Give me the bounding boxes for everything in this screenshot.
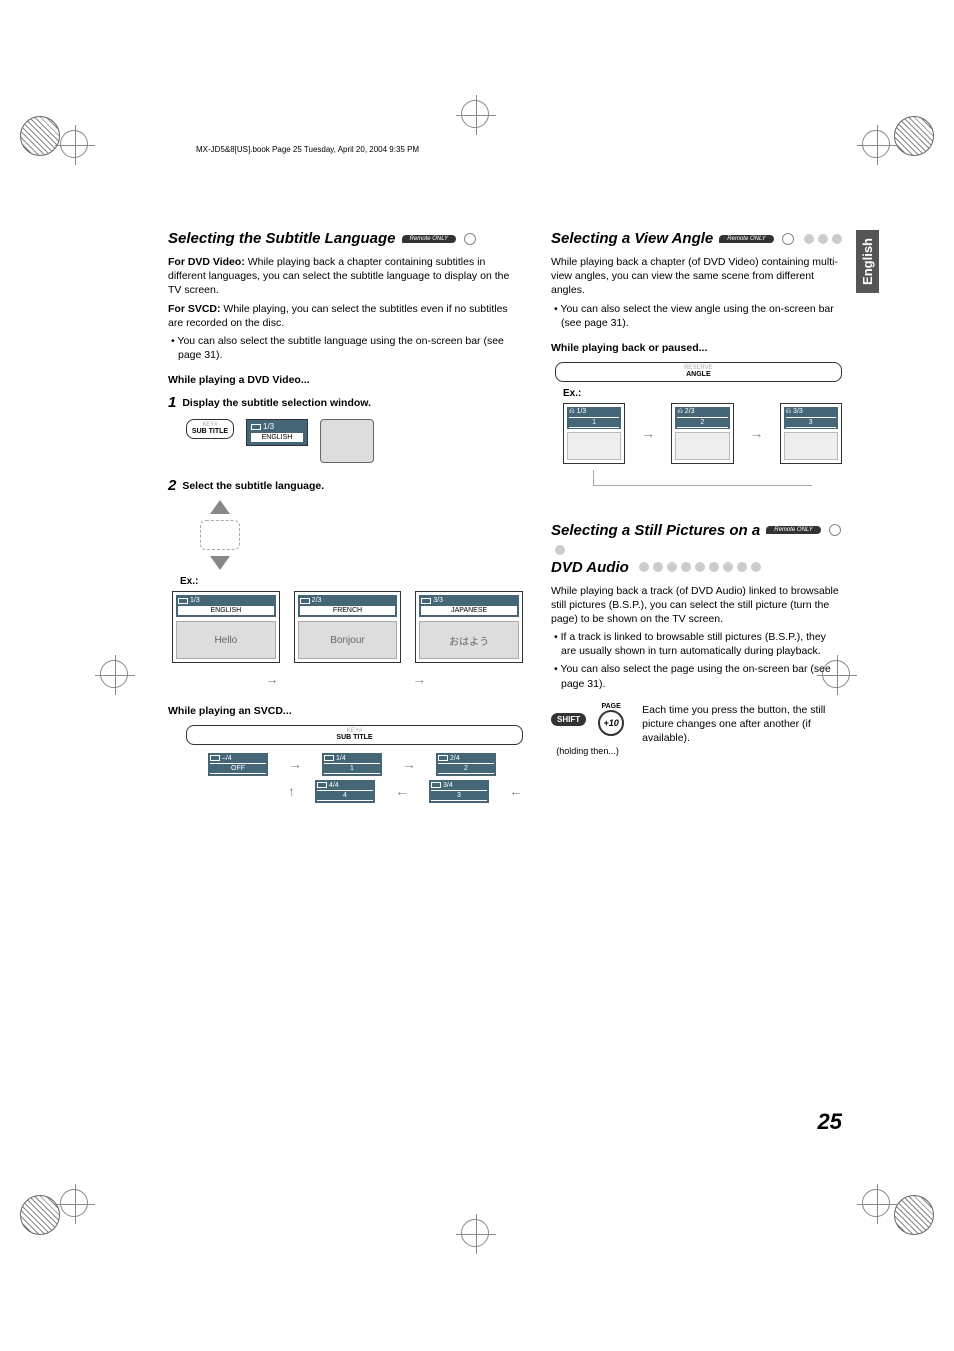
svcd-box-4: 4/4 4 [315, 780, 375, 803]
step-2: 2 Select the subtitle language. [168, 477, 523, 494]
step-text: Display the subtitle selection window. [182, 394, 371, 411]
angle-heading: Selecting a View Angle Remote ONLY [551, 230, 842, 247]
print-mark [20, 116, 60, 156]
print-mark [894, 1195, 934, 1235]
still-heading-line1: Selecting a Still Pictures on a [551, 522, 760, 539]
crop-mark [461, 100, 493, 132]
shift-button: SHIFT [551, 713, 586, 726]
svcd-box-3: 3/4 3 [429, 780, 489, 803]
print-mark [894, 116, 934, 156]
crop-mark [60, 1189, 92, 1221]
still-bullet-2: • You can also select the page using the… [551, 662, 842, 690]
right-column: Selecting a View Angle Remote ONLY While… [551, 230, 842, 807]
dvd-video-note: For DVD Video: While playing back a chap… [168, 255, 523, 298]
language-example-grid: 1/3 ENGLISH Hello 2/3 FRENCH Bonjour 3/3 [172, 591, 523, 663]
step-1: 1 Display the subtitle selection window. [168, 394, 523, 411]
crop-mark [60, 130, 92, 162]
holding-then-label: (holding then...) [556, 746, 619, 756]
angle-sub-heading: While playing back or paused... [551, 342, 842, 354]
remote-only-badge: Remote ONLY [402, 235, 456, 243]
subtitle-remote-button: KEY# SUB TITLE [186, 419, 234, 439]
plus10-button: +10 [598, 710, 624, 736]
step-number: 2 [168, 477, 176, 494]
angle-cell-2: ⎌ 2/32 [671, 403, 733, 464]
svcd-box-1: 1/4 1 [322, 753, 382, 776]
crop-mark [862, 130, 894, 162]
angle-onscreen-note: • You can also select the view angle usi… [551, 302, 842, 330]
page-number: 25 [818, 1109, 842, 1135]
svcd-note: For SVCD: While playing, you can select … [168, 302, 523, 330]
still-heading-line2: DVD Audio [551, 559, 629, 576]
print-mark [20, 1195, 60, 1235]
page-header: MX-JD5&8[US].book Page 25 Tuesday, April… [196, 145, 419, 154]
left-column: Selecting the Subtitle Language Remote O… [168, 230, 523, 807]
flow-arrows: →→ [198, 671, 493, 687]
angle-description: While playing back a chapter (of DVD Vid… [551, 255, 842, 298]
step-number: 1 [168, 394, 176, 411]
remote-only-badge: Remote ONLY [719, 235, 773, 243]
crop-mark [100, 660, 132, 692]
crop-mark [461, 1219, 493, 1251]
still-pictures-heading-line2: DVD Audio [551, 559, 842, 576]
page-shift-diagram: SHIFT PAGE +10 (holding then...) Each ti… [551, 703, 842, 756]
lang-cell-french: 2/3 FRENCH Bonjour [294, 591, 402, 663]
still-bullet-1: • If a track is linked to browsable stil… [551, 630, 842, 658]
subtitle-button-diagram: KEY# SUB TITLE 1/3 ENGLISH [186, 419, 523, 463]
language-tab: English [856, 230, 879, 293]
svcd-box-2: 2/4 2 [436, 753, 496, 776]
remote-only-badge: Remote ONLY [766, 526, 820, 534]
lang-cell-japanese: 3/3 JAPANESE おはよう [415, 591, 523, 663]
disc-icon [464, 233, 476, 245]
osd-display: 1/3 ENGLISH [246, 419, 308, 446]
still-description: While playing back a track (of DVD Audio… [551, 584, 842, 627]
disc-icon [829, 524, 841, 536]
svcd-flow-diagram: –/4 OFF → 1/4 1 → 2/4 2 ↑ [208, 753, 523, 803]
angle-remote-button: RESERVE ANGLE [555, 362, 842, 382]
page-content: Selecting the Subtitle Language Remote O… [168, 230, 788, 807]
subtitle-remote-button-svcd: KEY# SUB TITLE [186, 725, 523, 745]
svcd-box-off: –/4 OFF [208, 753, 268, 776]
subtitle-heading: Selecting the Subtitle Language Remote O… [168, 230, 523, 247]
example-label: Ex.: [180, 576, 523, 587]
dvd-playing-heading: While playing a DVD Video... [168, 374, 523, 386]
tv-icon [320, 419, 374, 463]
lang-cell-english: 1/3 ENGLISH Hello [172, 591, 280, 663]
angle-cell-1: ⎌ 1/31 [563, 403, 625, 464]
step-text: Select the subtitle language. [182, 477, 324, 494]
angle-cell-3: ⎌ 3/33 [780, 403, 842, 464]
subtitle-heading-text: Selecting the Subtitle Language [168, 230, 396, 247]
page-label: PAGE [598, 703, 624, 710]
still-pictures-heading: Selecting a Still Pictures on a Remote O… [551, 522, 842, 555]
svcd-playing-heading: While playing an SVCD... [168, 705, 523, 717]
onscreen-bar-note: • You can also select the subtitle langu… [168, 334, 523, 362]
crop-mark [862, 1189, 894, 1221]
disc-icon [782, 233, 794, 245]
angle-heading-text: Selecting a View Angle [551, 230, 713, 247]
nav-up-down-button [198, 500, 242, 570]
angle-diagram: ⎌ 1/31 → ⎌ 2/32 → ⎌ 3/33 [563, 403, 842, 486]
still-side-note: Each time you press the button, the stil… [642, 703, 842, 746]
angle-example-label: Ex.: [563, 388, 842, 399]
